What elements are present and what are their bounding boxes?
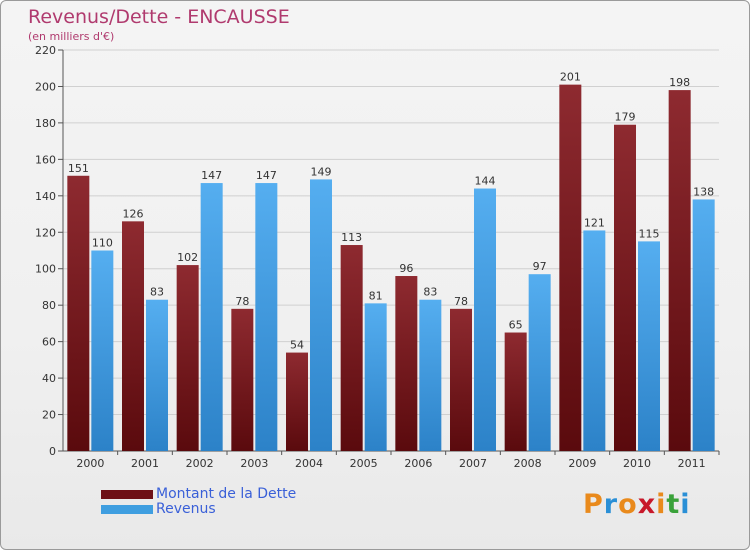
x-tick-label: 2000 bbox=[76, 457, 104, 470]
x-tick-label: 2007 bbox=[459, 457, 487, 470]
x-tick-label: 2003 bbox=[240, 457, 268, 470]
data-label: 110 bbox=[92, 237, 113, 250]
data-label: 113 bbox=[341, 231, 362, 244]
y-tick-label: 20 bbox=[42, 409, 56, 422]
bar-dette bbox=[614, 124, 636, 452]
x-tick-label: 2001 bbox=[131, 457, 159, 470]
bars bbox=[67, 84, 715, 452]
y-tick-label: 200 bbox=[35, 80, 56, 93]
data-label: 198 bbox=[669, 76, 690, 89]
data-label: 54 bbox=[290, 339, 304, 352]
legend-swatch-revenus bbox=[101, 505, 153, 514]
grid-lines bbox=[63, 49, 719, 452]
bar-revenus bbox=[364, 303, 387, 451]
logo-letter: t bbox=[666, 489, 681, 520]
data-label: 201 bbox=[560, 71, 581, 84]
x-tick-label: 2008 bbox=[514, 457, 542, 470]
y-tick-label: 40 bbox=[42, 372, 56, 385]
logo-letter: i bbox=[656, 489, 667, 520]
bar-revenus bbox=[474, 188, 496, 451]
bar-revenus bbox=[91, 250, 114, 451]
data-label: 96 bbox=[399, 262, 413, 275]
legend-swatch-debt bbox=[101, 490, 153, 499]
y-tick-label: 180 bbox=[35, 117, 56, 130]
y-tick-label: 120 bbox=[35, 226, 56, 239]
chart-title: Revenus/Dette - ENCAUSSE bbox=[28, 6, 290, 28]
logo-letter: i bbox=[680, 489, 691, 520]
bar-revenus bbox=[146, 299, 168, 451]
bar-revenus bbox=[419, 299, 442, 451]
bar-revenus bbox=[638, 241, 660, 451]
data-label: 147 bbox=[201, 169, 222, 182]
bar-revenus bbox=[692, 199, 715, 451]
bar-revenus bbox=[528, 274, 551, 451]
chart-subtitle: (en milliers d'€) bbox=[28, 30, 115, 43]
data-label: 81 bbox=[369, 289, 383, 302]
bar-dette bbox=[668, 90, 691, 451]
proxiti-logo: Proxiti bbox=[583, 489, 691, 520]
y-tick-label: 0 bbox=[49, 445, 56, 458]
x-tick-label: 2004 bbox=[295, 457, 323, 470]
bar-dette bbox=[122, 221, 144, 451]
bar-dette bbox=[286, 352, 308, 451]
data-label: 83 bbox=[423, 286, 437, 299]
data-label: 126 bbox=[123, 207, 144, 220]
data-label: 144 bbox=[475, 175, 496, 188]
y-tick-label: 140 bbox=[35, 190, 56, 203]
bar-dette bbox=[340, 245, 363, 451]
x-tick-label: 2009 bbox=[568, 457, 596, 470]
data-label: 78 bbox=[454, 295, 468, 308]
y-tick-label: 80 bbox=[42, 299, 56, 312]
y-tick-label: 220 bbox=[35, 44, 56, 57]
logo-letter: x bbox=[637, 489, 657, 520]
data-label: 179 bbox=[615, 111, 636, 124]
data-label: 83 bbox=[150, 286, 164, 299]
data-label: 149 bbox=[311, 165, 332, 178]
legend-label-revenus: Revenus bbox=[156, 501, 216, 517]
data-label: 115 bbox=[639, 227, 660, 240]
bar-revenus bbox=[583, 230, 606, 451]
logo-letter: r bbox=[603, 489, 619, 520]
x-tick-label: 2011 bbox=[678, 457, 706, 470]
y-tick-label: 160 bbox=[35, 153, 56, 166]
bar-dette bbox=[450, 308, 472, 451]
data-label: 121 bbox=[584, 216, 605, 229]
x-tick-label: 2010 bbox=[623, 457, 651, 470]
data-label: 138 bbox=[693, 185, 714, 198]
data-label: 78 bbox=[235, 295, 249, 308]
data-label: 102 bbox=[177, 251, 198, 264]
data-label: 97 bbox=[533, 260, 547, 273]
bar-dette bbox=[559, 84, 582, 451]
logo-letter: o bbox=[618, 489, 638, 520]
data-label: 151 bbox=[68, 162, 89, 175]
axes: 0 20 40 60 80 100 120 140 160 180 200 220 2000 2001 20… bbox=[35, 44, 720, 470]
legend-label-debt: Montant de la Dette bbox=[156, 486, 297, 502]
bar-revenus bbox=[310, 179, 332, 451]
x-tick-label: 2005 bbox=[350, 457, 378, 470]
bar-dette bbox=[176, 265, 199, 451]
bar-revenus bbox=[200, 183, 223, 452]
y-tick-label: 100 bbox=[35, 263, 56, 276]
bar-revenus bbox=[255, 183, 278, 452]
x-tick-label: 2002 bbox=[186, 457, 214, 470]
x-tick-label: 2006 bbox=[404, 457, 432, 470]
bar-dette bbox=[67, 175, 90, 451]
logo-letter: P bbox=[583, 489, 604, 520]
bar-dette bbox=[504, 332, 527, 451]
y-tick-label: 60 bbox=[42, 336, 56, 349]
labels: 151 110 126 83 102 147 78 147 54 149 113 81 96 83 78 14… bbox=[68, 71, 714, 352]
data-label: 147 bbox=[256, 169, 277, 182]
data-label: 65 bbox=[509, 319, 523, 332]
bar-dette bbox=[231, 308, 254, 451]
bar-dette bbox=[395, 276, 418, 451]
